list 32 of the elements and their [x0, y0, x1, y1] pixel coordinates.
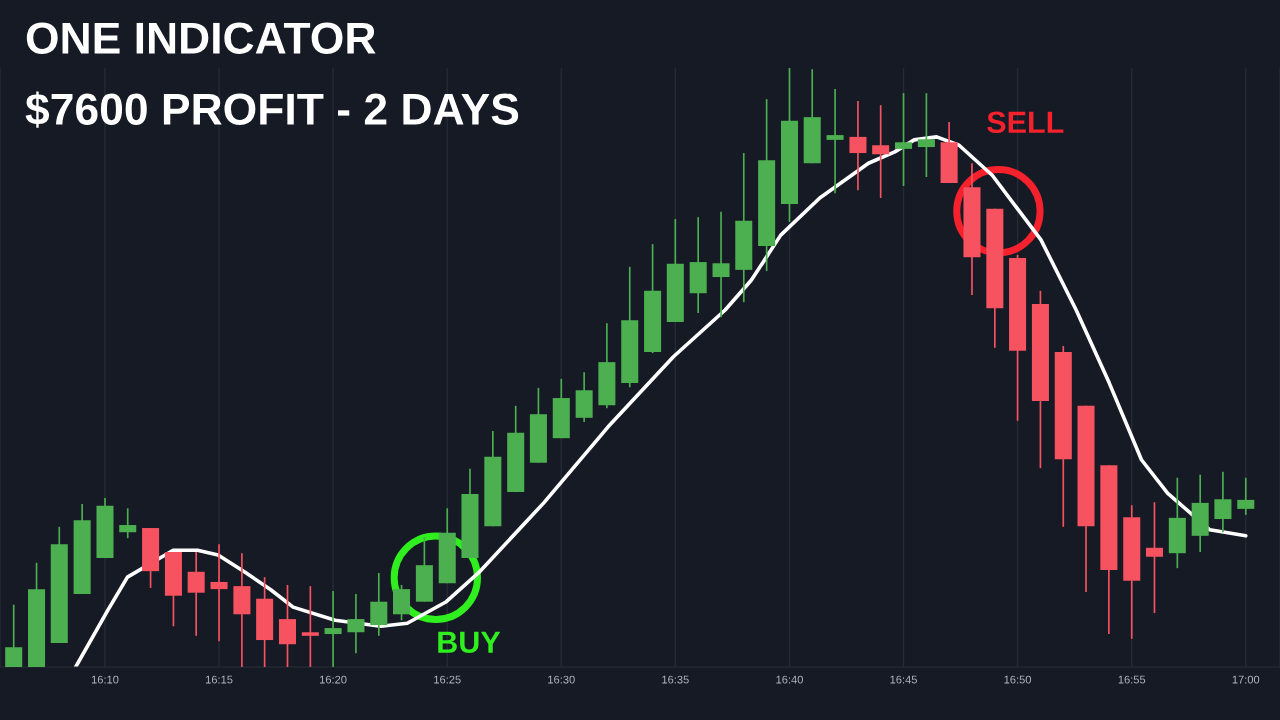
- candlestick: [849, 100, 867, 192]
- x-tick-label: 16:25: [434, 675, 461, 684]
- x-tick-label: 16:10: [91, 675, 119, 684]
- x-tick-label: 16:45: [890, 675, 917, 684]
- candlestick: [210, 543, 228, 643]
- x-tick-label: 17:00: [1232, 675, 1260, 684]
- candlestick: [872, 104, 890, 199]
- x-tick-label: 16:15: [205, 675, 233, 684]
- candlestick: [826, 88, 844, 195]
- candlestick: [119, 507, 137, 540]
- x-tick-label: 16:30: [548, 675, 575, 684]
- chart-title: ONE INDICATOR: [26, 22, 376, 54]
- candlestick: [347, 593, 365, 655]
- candlestick: [187, 551, 205, 637]
- x-tick-label: 16:20: [320, 675, 347, 684]
- x-tick-label: 16:50: [1004, 675, 1032, 684]
- candlestick: [1214, 470, 1232, 534]
- annotation: BUY: [438, 631, 501, 654]
- candlestick: [324, 590, 342, 667]
- candlestick: [5, 603, 23, 667]
- candlestick: [1145, 501, 1163, 614]
- annotation: SELL: [987, 111, 1064, 134]
- x-tick-label: 16:40: [776, 675, 803, 684]
- x-tick-label: 16:35: [662, 675, 689, 684]
- candlestick: [895, 92, 913, 187]
- candlestick: [917, 92, 935, 178]
- candlestick: [370, 572, 388, 637]
- chart-subtitle: $7600 PROFIT - 2 DAYS: [25, 91, 519, 128]
- candlestick: [712, 210, 730, 319]
- x-tick-label: 16:55: [1118, 675, 1146, 684]
- candlestick: [301, 585, 319, 667]
- candlestick: [1237, 476, 1255, 516]
